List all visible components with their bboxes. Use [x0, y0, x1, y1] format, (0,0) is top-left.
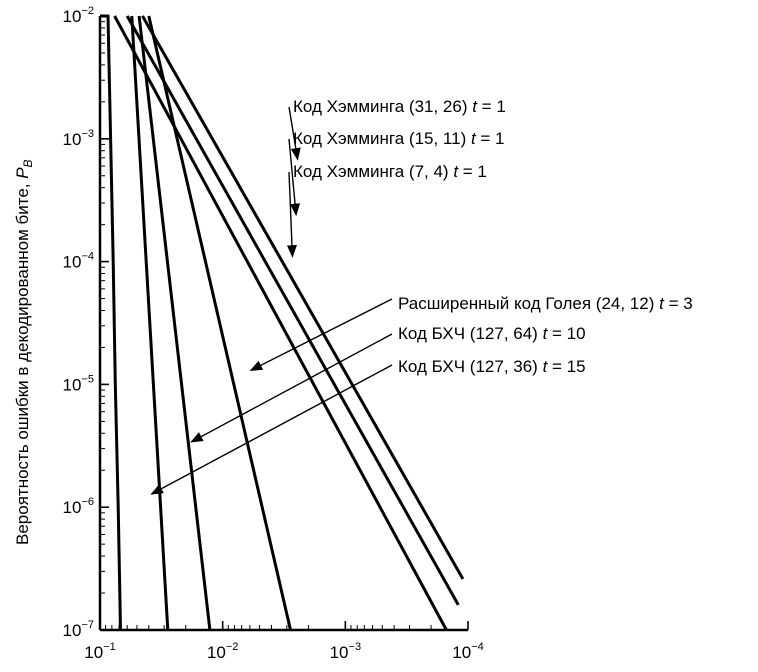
annotation: Код Хэмминга (31, 26) t = 1 [288, 97, 506, 161]
series-line [141, 15, 465, 580]
series-line [147, 15, 292, 631]
y-axis-label-main: Вероятность ошибки в декодированном бите… [13, 179, 32, 545]
y-tick-label: 10−6 [63, 496, 94, 517]
y-tick-label: 10−4 [63, 251, 94, 272]
annotation-label: Код Хэмминга (7, 4) t = 1 [293, 162, 487, 181]
annotation-arrow [288, 138, 301, 217]
annotation-label: Код БХЧ (127, 64) t = 10 [398, 324, 586, 343]
annotation-label: Код Хэмминга (31, 26) t = 1 [293, 97, 506, 116]
annotation: Расширенный код Голея (24, 12) t = 3 [249, 294, 693, 372]
annotation-arrow [288, 106, 301, 161]
x-tick-label: 10−1 [84, 641, 115, 662]
x-tick-label: 10−3 [330, 641, 361, 662]
y-axis-label-symbol: P [13, 167, 32, 179]
y-axis-label-text: Вероятность ошибки в декодированном бите… [13, 159, 35, 545]
y-tick-label: 10−2 [63, 5, 94, 26]
annotation: Код Хэмминга (7, 4) t = 1 [286, 162, 487, 258]
series-line [137, 15, 212, 631]
y-tick-label: 10−3 [63, 128, 94, 149]
y-tick-label: 10−7 [63, 619, 94, 640]
annotation-arrow [190, 333, 393, 443]
y-tick-label: 10−5 [63, 373, 94, 394]
axes: 10−2 10−3 10−4 10−5 10−6 10−710−1 10−2 10−3 10−4 [63, 5, 484, 662]
series-line [130, 15, 170, 631]
series-line [113, 15, 448, 631]
annotation: Код БХЧ (127, 36) t = 15 [150, 357, 586, 495]
annotation: Код БХЧ (127, 64) t = 10 [190, 324, 586, 443]
annotation: Код Хэмминга (15, 11) t = 1 [288, 129, 505, 217]
series-lines [100, 14, 465, 631]
annotation-label: Код БХЧ (127, 36) t = 15 [398, 357, 586, 376]
annotation-label: Код Хэмминга (15, 11) t = 1 [293, 129, 505, 148]
annotation-label: Расширенный код Голея (24, 12) t = 3 [398, 294, 693, 313]
x-tick-label: 10−2 [207, 641, 238, 662]
y-axis-label-subscript: B [21, 159, 35, 167]
series-line [125, 15, 460, 606]
uncoded-curve-line [100, 14, 122, 631]
y-axis-label: Вероятность ошибки в декодированном бите… [13, 159, 35, 545]
annotation-arrow [286, 171, 297, 258]
annotations: Код Хэмминга (31, 26) t = 1 Код Хэмминга … [150, 97, 693, 495]
x-tick-label: 10−4 [452, 641, 483, 662]
annotation-arrow [249, 298, 393, 372]
annotation-arrow [150, 364, 393, 495]
